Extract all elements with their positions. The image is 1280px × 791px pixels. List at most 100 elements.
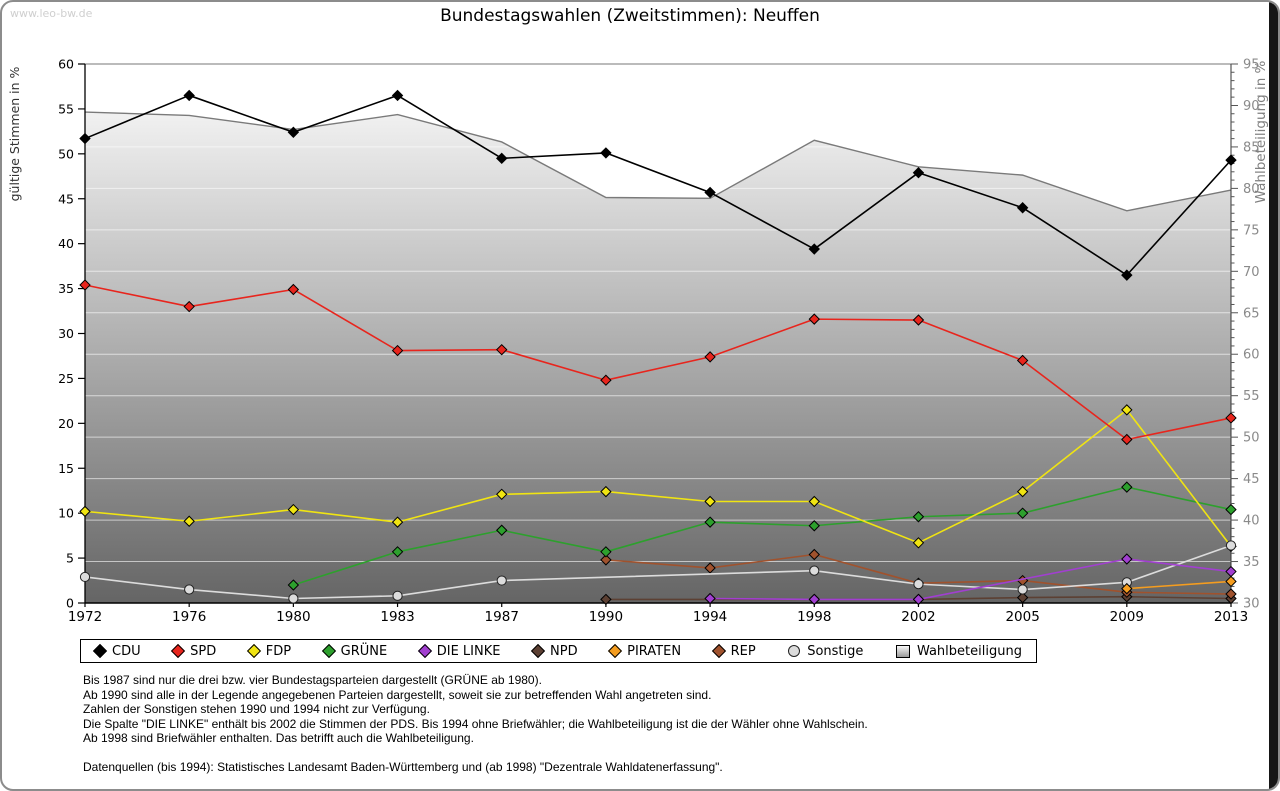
legend-item-cdu: CDU bbox=[92, 643, 141, 659]
legend-label: REP bbox=[730, 643, 756, 659]
data-point-CDU bbox=[287, 126, 300, 138]
data-point-GRÜNE bbox=[496, 524, 508, 536]
legend-diamond-icon bbox=[321, 643, 336, 659]
x-axis-year-label: 1994 bbox=[693, 609, 727, 625]
right-axis-tick-label: 85 bbox=[1243, 140, 1260, 155]
data-point-NPD bbox=[1016, 591, 1029, 604]
right-axis-tick-label: 35 bbox=[1243, 555, 1260, 570]
legend-label: Sonstige bbox=[807, 643, 864, 659]
data-point-SPD bbox=[391, 344, 404, 357]
data-point-FDP bbox=[808, 495, 820, 508]
data-point-PIRATEN bbox=[1225, 575, 1237, 588]
data-point-GRÜNE bbox=[912, 511, 925, 523]
left-axis-tick-label: 40 bbox=[58, 236, 74, 251]
legend-item-piraten: PIRATEN bbox=[608, 643, 682, 659]
x-axis-year-label: 2005 bbox=[1005, 609, 1039, 625]
data-point-FDP bbox=[1016, 485, 1029, 498]
right-axis-tick-label: 95 bbox=[1243, 58, 1260, 73]
footnote-line: Zahlen der Sonstigen stehen 1990 und 199… bbox=[83, 702, 430, 717]
data-point-GRÜNE bbox=[1225, 503, 1237, 516]
x-axis-year-label: 1990 bbox=[589, 609, 623, 625]
data-point-SPD bbox=[808, 313, 820, 325]
x-axis-year-label: 1998 bbox=[797, 609, 831, 625]
legend-item-rep: REP bbox=[711, 643, 756, 659]
data-point-FDP bbox=[79, 505, 91, 518]
legend-item-npd: NPD bbox=[530, 643, 578, 659]
left-axis-tick-label: 10 bbox=[58, 506, 74, 521]
footnote-line: Ab 1990 sind alle in der Legende angegeb… bbox=[83, 687, 712, 702]
left-axis-tick-label: 60 bbox=[58, 57, 74, 72]
right-axis-tick-label: 30 bbox=[1243, 597, 1260, 612]
data-point-SPD bbox=[1121, 433, 1133, 446]
right-axis-tick-label: 90 bbox=[1243, 99, 1260, 114]
legend-diamond-icon bbox=[711, 643, 726, 659]
right-axis-tick-label: 75 bbox=[1243, 223, 1260, 238]
data-point-Sonstige bbox=[1017, 584, 1028, 595]
data-point-FDP bbox=[1121, 404, 1133, 416]
legend-diamond-icon bbox=[92, 643, 108, 659]
data-point-DIE LINKE bbox=[704, 592, 716, 605]
footnote-line: Die Spalte "DIE LINKE" enthält bis 2002 … bbox=[83, 716, 868, 731]
data-point-CDU bbox=[808, 243, 820, 255]
data-point-GRÜNE bbox=[287, 579, 300, 591]
data-point-CDU bbox=[704, 186, 716, 199]
data-point-DIE LINKE bbox=[912, 593, 925, 606]
series-line-CDU bbox=[84, 94, 1232, 276]
data-point-NPD bbox=[600, 593, 612, 606]
legend-label: PIRATEN bbox=[627, 643, 682, 659]
scrollbar-thumb[interactable] bbox=[1269, 2, 1278, 789]
data-point-SPD bbox=[496, 343, 508, 356]
participation-line bbox=[84, 111, 1232, 212]
data-point-SPD bbox=[287, 283, 300, 296]
data-point-SPD bbox=[600, 374, 612, 386]
right-axis-tick-label: 50 bbox=[1243, 431, 1260, 446]
legend-item-spd: SPD bbox=[171, 643, 217, 659]
x-axis-year-label: 1976 bbox=[172, 609, 206, 625]
data-point-FDP bbox=[183, 515, 195, 527]
footnotes: Bis 1987 sind nur die drei bzw. vier Bun… bbox=[83, 673, 868, 775]
legend-item-wahlbeteiligung: Wahlbeteiligung bbox=[895, 644, 1022, 659]
legend-diamond-icon bbox=[246, 643, 261, 659]
data-point-FDP bbox=[912, 537, 925, 549]
participation-area bbox=[85, 112, 1231, 603]
data-point-Sonstige bbox=[392, 590, 403, 601]
x-axis-year-label: 1980 bbox=[276, 609, 310, 625]
x-axis-year-label: 2009 bbox=[1110, 609, 1144, 625]
data-point-FDP bbox=[496, 488, 508, 501]
left-axis-tick-label: 45 bbox=[58, 191, 74, 206]
data-point-GRÜNE bbox=[391, 546, 404, 558]
legend-diamond-icon bbox=[417, 643, 432, 659]
left-axis-tick-label: 35 bbox=[58, 281, 74, 296]
data-point-CDU bbox=[183, 89, 195, 102]
watermark: www.leo-bw.de bbox=[10, 7, 93, 20]
page-title: Bundestagswahlen (Zweitstimmen): Neuffen bbox=[440, 6, 820, 26]
data-point-Sonstige bbox=[288, 593, 299, 604]
legend-diamond-icon bbox=[171, 643, 186, 659]
legend-item-fdp: FDP bbox=[246, 643, 292, 659]
data-point-REP bbox=[1225, 588, 1237, 600]
left-axis-tick-label: 20 bbox=[58, 416, 74, 431]
data-point-GRÜNE bbox=[808, 520, 820, 532]
data-point-FDP bbox=[704, 495, 716, 508]
legend-square-icon bbox=[895, 644, 910, 658]
x-axis-year-label: 1972 bbox=[68, 609, 102, 625]
data-point-FDP bbox=[600, 485, 612, 498]
footnote-line: Ab 1998 sind Briefwähler enthalten. Das … bbox=[83, 731, 474, 746]
series-line-FDP bbox=[84, 409, 1232, 547]
data-point-GRÜNE bbox=[1016, 507, 1029, 519]
x-axis-year-label: 2013 bbox=[1214, 609, 1248, 625]
footnote-line: Bis 1987 sind nur die drei bzw. vier Bun… bbox=[83, 673, 542, 687]
data-point-REP bbox=[808, 548, 820, 561]
data-point-Sonstige bbox=[913, 579, 924, 590]
legend-label: SPD bbox=[190, 643, 217, 659]
legend-diamond-icon bbox=[530, 643, 546, 659]
legend-label: DIE LINKE bbox=[436, 643, 501, 659]
left-axis-tick-label: 0 bbox=[66, 596, 74, 611]
legend-diamond-icon bbox=[608, 643, 623, 659]
data-point-Sonstige bbox=[79, 571, 91, 583]
series-line-Sonstige bbox=[84, 544, 1232, 600]
legend-label: FDP bbox=[265, 643, 292, 659]
left-axis-tick-label: 55 bbox=[58, 101, 74, 116]
